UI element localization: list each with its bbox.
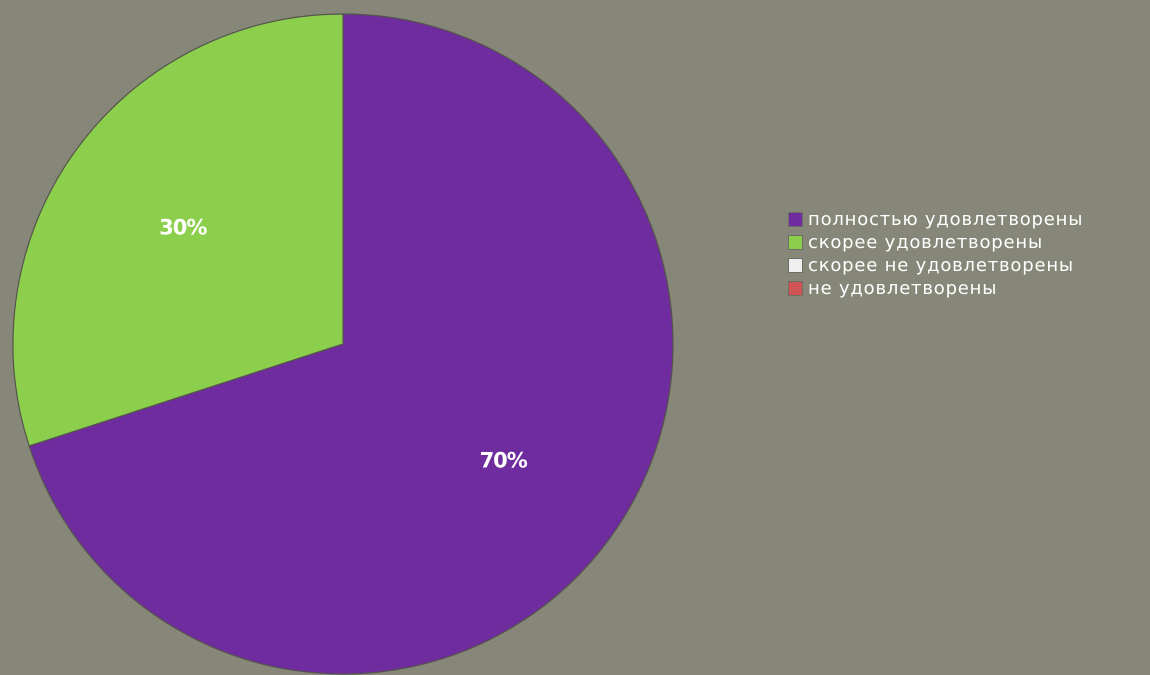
- slice-1-label: 70%: [480, 448, 528, 472]
- pie-slices: [12, 13, 674, 675]
- legend-swatch-4: [788, 281, 803, 296]
- legend-swatch-2: [788, 235, 803, 250]
- legend-item-4[interactable]: не удовлетворены: [788, 277, 1148, 300]
- pie-slice-labels: 70% 30%: [159, 216, 529, 473]
- legend-label-3: скорее не удовлетворены: [808, 255, 1074, 276]
- slice-1[interactable]: [28, 13, 674, 675]
- legend: полностью удовлетворены скорее удовлетвор…: [788, 208, 1148, 300]
- legend-label-2: скорее удовлетворены: [808, 232, 1043, 253]
- legend-swatch-1: [788, 212, 803, 227]
- legend-item-3[interactable]: скорее не удовлетворены: [788, 254, 1148, 277]
- slice-2-label: 30%: [159, 216, 207, 240]
- legend-swatch-3: [788, 258, 803, 273]
- legend-label-1: полностью удовлетворены: [808, 209, 1084, 230]
- slice-2[interactable]: [12, 13, 344, 447]
- pie-plot-area: 70% 30%: [12, 13, 674, 675]
- legend-label-4: не удовлетворены: [808, 278, 998, 299]
- legend-item-1[interactable]: полностью удовлетворены: [788, 208, 1148, 231]
- legend-item-2[interactable]: скорее удовлетворены: [788, 231, 1148, 254]
